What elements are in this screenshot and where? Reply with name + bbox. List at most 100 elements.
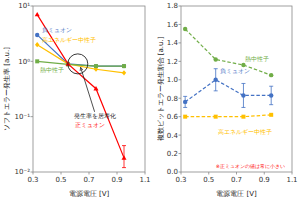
x-tick (145, 172, 146, 175)
x-tick (117, 172, 118, 175)
point (122, 70, 126, 75)
series-label: 正ミュオン (75, 121, 105, 128)
x-tick-label: 0.9 (259, 176, 270, 184)
error-bar (214, 69, 218, 91)
series-label: 高エネルギー中性子 (42, 36, 96, 43)
y-tick-label: 1.2 (167, 58, 178, 66)
series-label: 熱中性子 (245, 55, 269, 62)
x-tick (236, 172, 237, 175)
y-tick-label: 0.2 (167, 150, 178, 158)
error-bar-cap (269, 104, 273, 105)
highlight-circle (68, 54, 88, 74)
y-tick (179, 98, 182, 99)
point (35, 33, 39, 37)
x-tick-label: 0.3 (27, 176, 38, 184)
y-tick-label: 0.4 (167, 132, 179, 140)
labels: 熱中性子負ミュオン高エネルギー中性子 ※正ミュオンの値は常に小さい (216, 55, 285, 169)
y-tick (31, 6, 34, 7)
series-line (185, 115, 271, 117)
error-bar (269, 86, 273, 104)
x-tick-label: 0.5 (203, 176, 214, 184)
y-tick-label: 1.4 (167, 39, 179, 47)
x-tick (181, 172, 182, 175)
y-tick (179, 61, 182, 62)
axes: 0.00.20.40.60.81.01.21.41.61.80.30.50.70… (167, 2, 298, 184)
x-tick (33, 172, 34, 175)
y-tick (179, 79, 182, 80)
x-tick (292, 172, 293, 175)
y-tick-label: 0.8 (167, 95, 178, 103)
plot-frame (33, 6, 145, 172)
panel: 0.00.20.40.60.81.01.21.41.61.80.30.50.70… (157, 2, 298, 198)
x-tick-label: 0.3 (175, 176, 186, 184)
y-tick-label: 10⁻¹ (15, 113, 31, 121)
x-tick-label: 0.7 (83, 176, 94, 184)
point (122, 64, 126, 68)
series-label: 高エネルギー中性子 (218, 128, 272, 135)
error-bar-cap (183, 96, 187, 97)
x-tick-label: 1.1 (139, 176, 150, 184)
series (183, 27, 273, 78)
series-label: 負ミュオン (42, 26, 72, 33)
y-tick-label: 1.6 (167, 21, 179, 29)
error-bar (183, 96, 187, 107)
x-tick (208, 172, 209, 175)
y-tick (179, 153, 182, 154)
annotation-arrow (81, 67, 95, 111)
x-tick-label: 0.7 (231, 176, 242, 184)
y-tick-label: 10⁰ (18, 58, 30, 66)
point (241, 93, 245, 97)
plot-area (183, 27, 273, 119)
x-tick (264, 172, 265, 175)
y-tick-label: 1.0 (167, 76, 178, 84)
point (122, 155, 127, 159)
series-line (185, 29, 271, 75)
series-label: 負ミュオン (220, 67, 250, 74)
x-axis-label: 電源電圧 [V] (216, 190, 257, 198)
point (269, 73, 273, 77)
point (94, 64, 98, 68)
axes: 10⁻²10⁻¹10⁰10¹0.30.50.70.91.1 (15, 2, 151, 184)
y-tick (179, 116, 182, 117)
error-bar-cap (241, 83, 245, 84)
note: ※正ミュオンの値は常に小さい (216, 163, 285, 169)
chart: 10⁻²10⁻¹10⁰10¹0.30.50.70.91.1電源電圧 [V]ソフト… (0, 0, 300, 200)
point (94, 64, 98, 68)
error-bar-cap (122, 167, 126, 168)
point (35, 42, 39, 47)
series (183, 69, 273, 108)
series-line (185, 80, 271, 102)
y-tick (179, 42, 182, 43)
series-line (37, 61, 124, 66)
series-line (37, 15, 124, 158)
series (35, 12, 127, 168)
x-tick (89, 172, 90, 175)
x-tick-label: 1.1 (286, 176, 297, 184)
error-bar-cap (241, 107, 245, 108)
point (35, 12, 40, 16)
x-tick-label: 0.9 (111, 176, 122, 184)
y-tick (179, 135, 182, 136)
annotation: 発生率を居寿化 (74, 112, 116, 119)
error-bar (122, 146, 126, 168)
y-axis-label: ソフトエラー発生率 [a.u.] (3, 47, 11, 131)
labels: 負ミュオン高エネルギー中性子熱中性子正ミュオン 発生率を居寿化 (40, 26, 115, 128)
series (35, 33, 126, 69)
point (183, 27, 187, 31)
plot-area (35, 12, 127, 168)
y-tick (179, 6, 182, 7)
point (213, 57, 217, 61)
series-line (37, 35, 124, 66)
point (241, 115, 245, 119)
error-bar (241, 83, 245, 107)
y-tick (31, 116, 34, 117)
series (35, 42, 126, 75)
y-tick-label: 0.6 (167, 113, 179, 121)
y-tick (179, 24, 182, 25)
series-label: 熱中性子 (40, 66, 64, 73)
error-bar-cap (214, 90, 218, 91)
x-tick-label: 0.5 (55, 176, 66, 184)
plot-frame (181, 6, 292, 172)
y-axis-label: 複数ビットエラー発生割合 [a.u.] (157, 36, 165, 141)
y-tick (31, 61, 34, 62)
